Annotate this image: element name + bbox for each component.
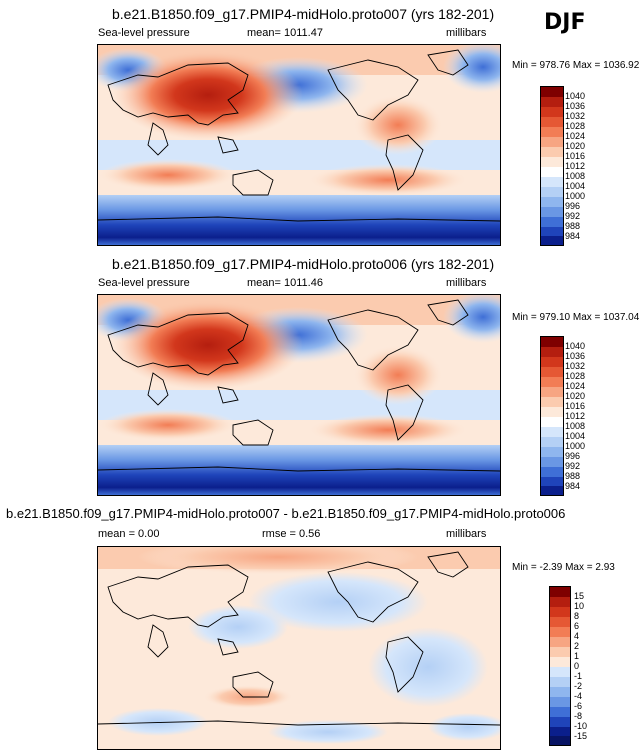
panel-3-title: b.e21.B1850.f09_g17.PMIP4-midHolo.proto0… xyxy=(6,506,566,521)
panel-3-map xyxy=(97,546,501,750)
colorbar-1-label: 988 xyxy=(565,221,581,231)
season-label: DJF xyxy=(544,10,586,35)
panel-2-units: millibars xyxy=(446,277,487,289)
panel-3-colorbar: 15 10 8 6 4 2 1 0 -1 -2 -4 -6 -8 -10 -15 xyxy=(549,586,587,746)
panel-1-colorbar: 1040 1036 1032 1028 1024 1020 1016 1012 … xyxy=(540,86,585,246)
panel-1-mean: mean= 1011.47 xyxy=(247,27,323,39)
colorbar-1-label: 1000 xyxy=(565,191,586,201)
colorbar-1-label: 1040 xyxy=(565,91,586,101)
colorbar-2-label: 1020 xyxy=(565,391,586,401)
colorbar-3-label: -15 xyxy=(574,731,588,741)
colorbar-3-label: -2 xyxy=(574,681,583,691)
colorbar-2-label: 1024 xyxy=(565,381,586,391)
colorbar-3-label: 6 xyxy=(574,621,580,631)
colorbar-2-label: 992 xyxy=(565,461,581,471)
colorbar-2-label: 1008 xyxy=(565,421,586,431)
colorbar-1-label: 996 xyxy=(565,201,581,211)
colorbar-3-label: 0 xyxy=(574,661,580,671)
colorbar-1-label: 1036 xyxy=(565,101,586,111)
colorbar-1-label: 1012 xyxy=(565,161,586,171)
colorbar-1-label: 1028 xyxy=(565,121,586,131)
panel-2-mean: mean= 1011.46 xyxy=(247,277,323,289)
panel-2-map xyxy=(97,294,501,496)
panel-1-title: b.e21.B1850.f09_g17.PMIP4-midHolo.proto0… xyxy=(112,6,495,22)
colorbar-3-label: -10 xyxy=(574,721,588,731)
panel-3-rmse: rmse = 0.56 xyxy=(262,528,321,540)
colorbar-3-label: -1 xyxy=(574,671,583,681)
colorbar-2-label: 1040 xyxy=(565,341,586,351)
panel-2-minmax: Min = 979.10 Max = 1037.04 xyxy=(512,312,640,323)
colorbar-2-label: 1032 xyxy=(565,361,586,371)
colorbar-1-label: 1008 xyxy=(565,171,586,181)
colorbar-3-label: -6 xyxy=(574,701,583,711)
colorbar-2-label: 1004 xyxy=(565,431,586,441)
panel-1-minmax: Min = 978.76 Max = 1036.92 xyxy=(512,60,640,71)
panel-1-units: millibars xyxy=(446,27,487,39)
panel-3-minmax: Min = -2.39 Max = 2.93 xyxy=(512,562,615,573)
colorbar-3-label: 2 xyxy=(574,641,580,651)
colorbar-1-label: 984 xyxy=(565,231,581,241)
panel-2-title: b.e21.B1850.f09_g17.PMIP4-midHolo.proto0… xyxy=(112,256,495,272)
colorbar-3-label: 10 xyxy=(574,601,585,611)
colorbar-1-label: 992 xyxy=(565,211,581,221)
colorbar-1-label: 1032 xyxy=(565,111,586,121)
colorbar-2-label: 1036 xyxy=(565,351,586,361)
colorbar-2-label: 1000 xyxy=(565,441,586,451)
colorbar-3-label: -8 xyxy=(574,711,583,721)
colorbar-3-label: 8 xyxy=(574,611,580,621)
colorbar-2-label: 1028 xyxy=(565,371,586,381)
colorbar-2-label: 996 xyxy=(565,451,581,461)
colorbar-1-label: 1004 xyxy=(565,181,586,191)
colorbar-2-label: 1016 xyxy=(565,401,586,411)
panel-2-variable-label: Sea-level pressure xyxy=(98,277,190,289)
panel-3-mean: mean = 0.00 xyxy=(98,528,160,540)
panel-1-map xyxy=(97,44,501,246)
colorbar-3-label: 4 xyxy=(574,631,580,641)
panel-2-colorbar: 1040 1036 1032 1028 1024 1020 1016 1012 … xyxy=(540,336,585,496)
colorbar-3-label: -4 xyxy=(574,691,583,701)
colorbar-3-label: 15 xyxy=(574,591,585,601)
colorbar-2-label: 988 xyxy=(565,471,581,481)
colorbar-2-label: 984 xyxy=(565,481,581,491)
colorbar-2-label: 1012 xyxy=(565,411,586,421)
colorbar-1-label: 1020 xyxy=(565,141,586,151)
colorbar-1-label: 1024 xyxy=(565,131,586,141)
colorbar-3-label: 1 xyxy=(574,651,580,661)
panel-3-units: millibars xyxy=(446,528,487,540)
colorbar-1-label: 1016 xyxy=(565,151,586,161)
panel-1-variable-label: Sea-level pressure xyxy=(98,27,190,39)
